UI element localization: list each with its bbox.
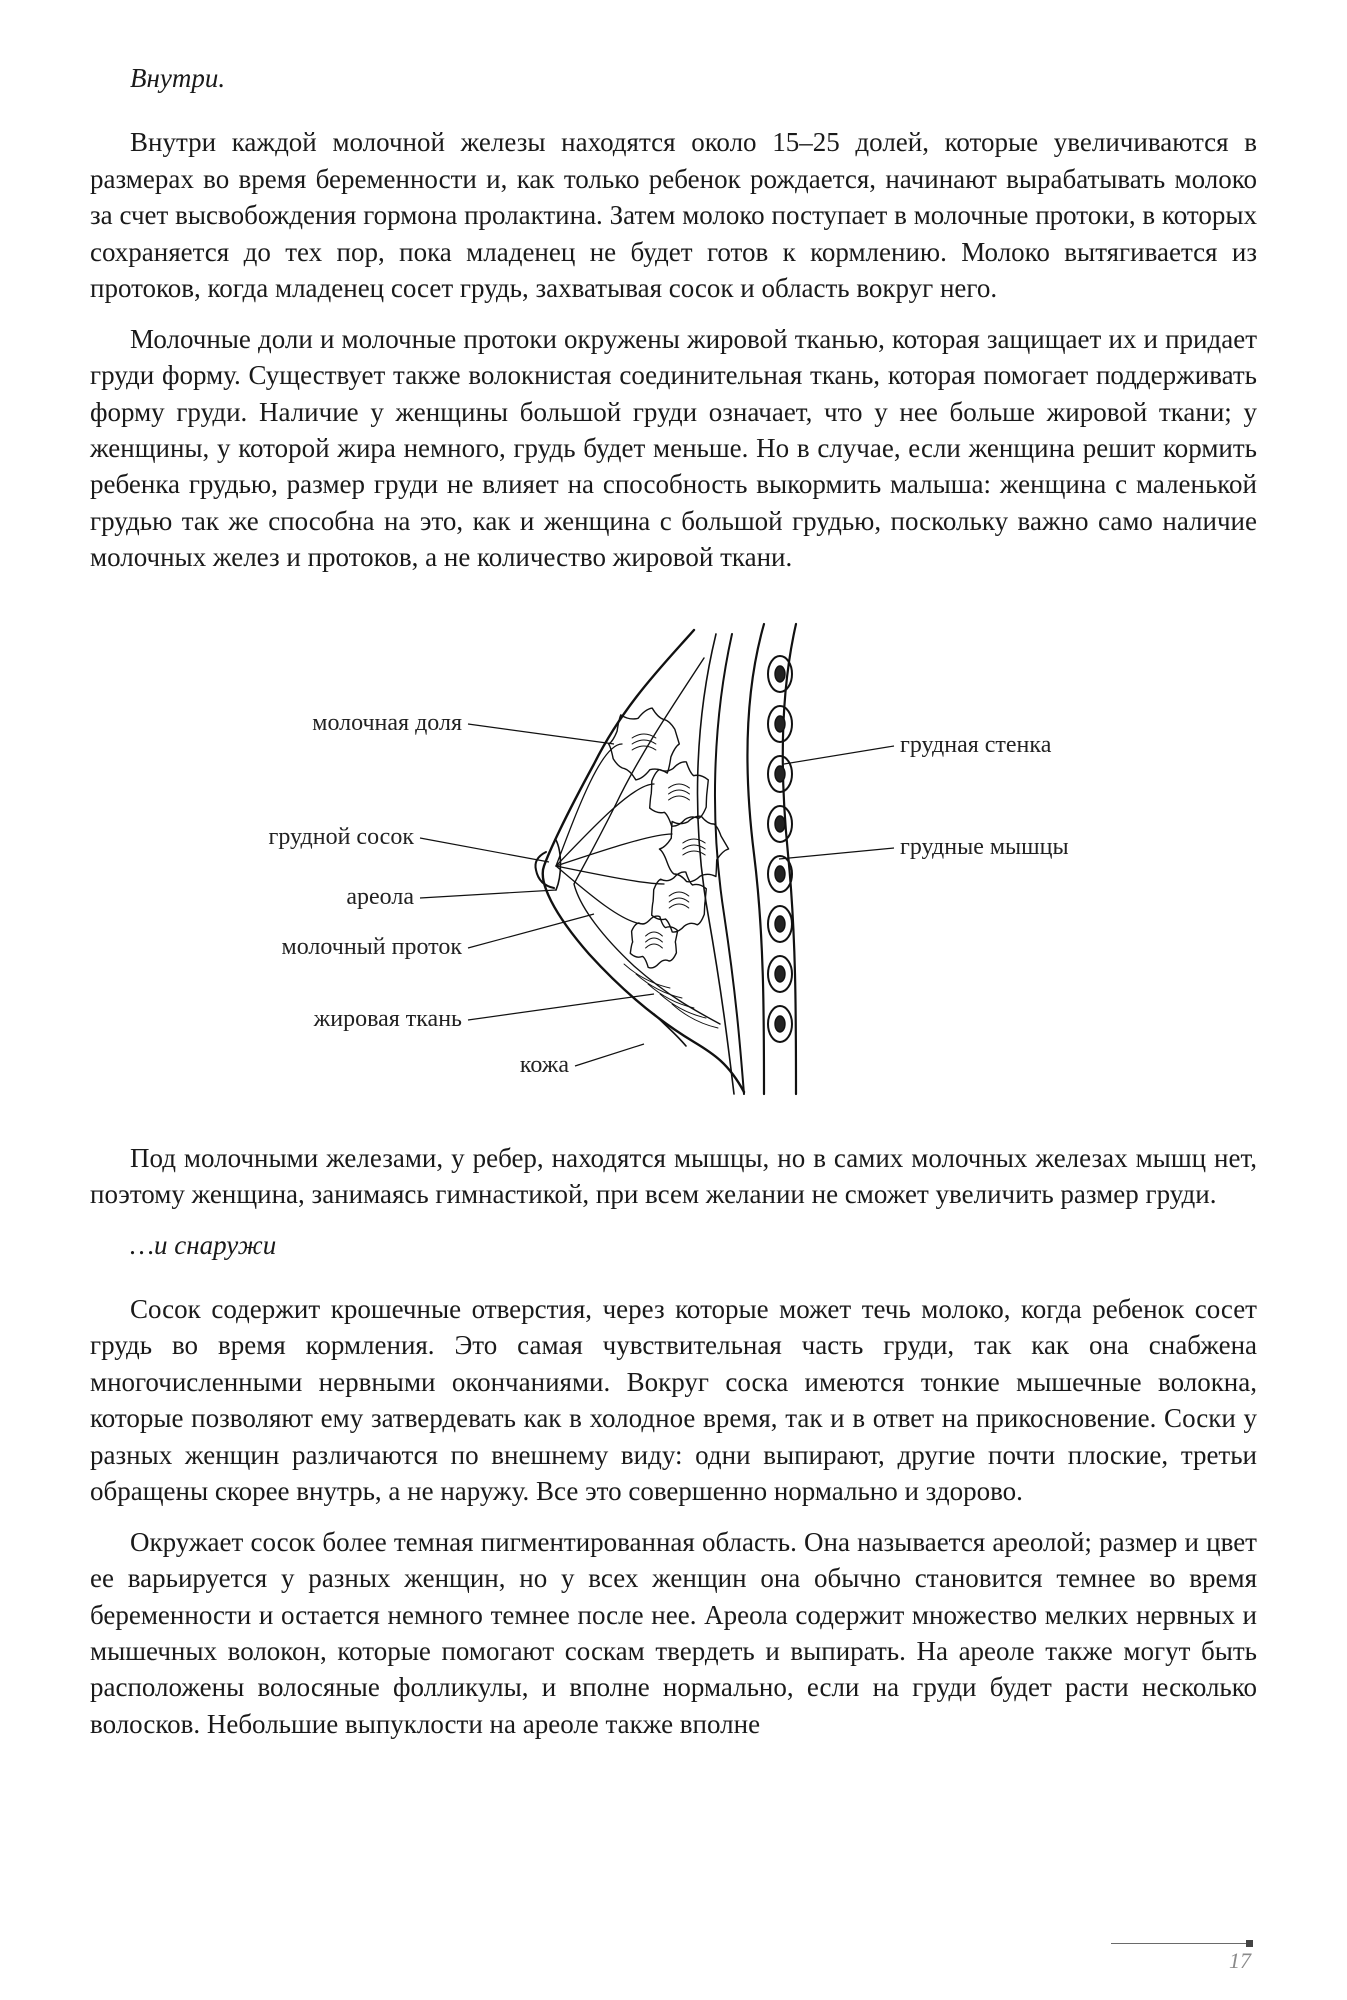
document-page: Внутри. Внутри каждой молочной железы на… (0, 0, 1347, 2000)
svg-text:жировая ткань: жировая ткань (312, 1006, 461, 1032)
paragraph-4: Сосок содержит крошечные отверстия, чере… (90, 1291, 1257, 1510)
svg-text:ареола: ареола (346, 884, 414, 910)
section-heading-2: …и снаружи (90, 1227, 1257, 1263)
svg-text:грудной сосок: грудной сосок (268, 824, 414, 850)
paragraph-3: Под молочными железами, у ребер, находят… (90, 1140, 1257, 1213)
anatomy-diagram: молочная доля грудной сосок ареола молочный… (90, 594, 1257, 1114)
page-footer-rule (1111, 1943, 1251, 1944)
svg-text:молочная доля: молочная доля (312, 710, 462, 736)
svg-text:грудные мышцы: грудные мышцы (900, 834, 1069, 860)
page-number: 17 (1229, 1946, 1251, 1976)
svg-text:кожа: кожа (519, 1052, 568, 1078)
svg-text:молочный проток: молочный проток (281, 934, 462, 960)
section-heading-1: Внутри. (90, 60, 1257, 96)
svg-text:грудная стенка: грудная стенка (900, 732, 1052, 758)
paragraph-5: Окружает сосок более темная пигментирова… (90, 1524, 1257, 1743)
anatomy-diagram-svg: молочная доля грудной сосок ареола молочный… (224, 594, 1124, 1114)
paragraph-2: Молочные доли и молочные протоки окружен… (90, 321, 1257, 576)
paragraph-1: Внутри каждой молочной железы находятся … (90, 124, 1257, 306)
